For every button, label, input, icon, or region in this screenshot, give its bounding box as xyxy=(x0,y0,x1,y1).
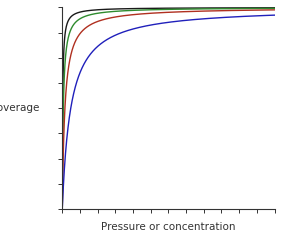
Y-axis label: coverage: coverage xyxy=(0,103,40,113)
X-axis label: Pressure or concentration: Pressure or concentration xyxy=(101,222,236,232)
